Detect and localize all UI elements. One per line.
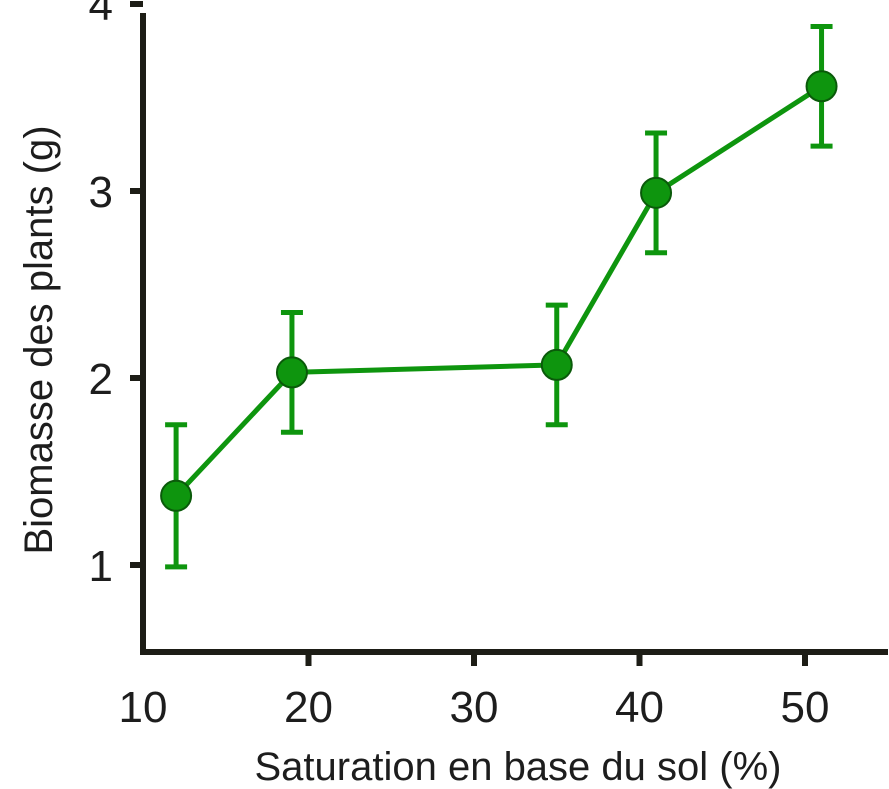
y-tick-label: 2 xyxy=(89,355,113,404)
x-axis: 10 20 30 40 50 xyxy=(119,649,888,732)
data-point xyxy=(540,348,573,381)
y-axis: 1 2 3 4 xyxy=(89,0,146,655)
x-tick-label: 10 xyxy=(119,683,168,732)
x-tick-label: 40 xyxy=(615,683,664,732)
x-tick-label: 30 xyxy=(450,683,499,732)
y-tick-label: 4 xyxy=(89,0,113,30)
series-line xyxy=(174,84,823,498)
y-axis-label: Biomasse des plants (g) xyxy=(17,125,61,554)
y-tick-label: 3 xyxy=(89,168,113,217)
x-tick-label: 50 xyxy=(781,683,830,732)
x-tick-label: 20 xyxy=(284,683,333,732)
data-point xyxy=(160,479,193,512)
data-points xyxy=(160,70,838,512)
data-point xyxy=(805,70,838,103)
error-bars xyxy=(165,23,833,570)
data-point xyxy=(275,356,308,389)
x-axis-label: Saturation en base du sol (%) xyxy=(255,745,782,789)
series-polyline xyxy=(174,84,823,498)
data-point xyxy=(640,176,673,209)
y-tick-label: 1 xyxy=(89,542,113,591)
